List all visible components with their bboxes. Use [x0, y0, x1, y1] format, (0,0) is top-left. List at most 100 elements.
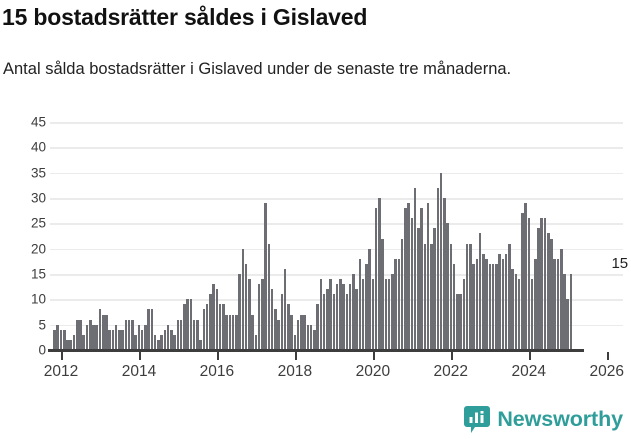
chart-bar [218, 304, 222, 350]
chart-bar [238, 274, 241, 350]
chart-bar [251, 314, 254, 350]
chart-bar [537, 228, 540, 350]
chart-bar [443, 198, 446, 350]
chart-bar [517, 279, 521, 350]
chart-bar [566, 299, 569, 350]
chart-bar [348, 284, 352, 350]
chart-bar [469, 243, 472, 350]
gridline [50, 198, 623, 200]
chart-bar [75, 319, 79, 350]
gridline [50, 172, 623, 175]
y-axis: 45 40 35 30 25 20 15 10 5 0 [0, 115, 46, 360]
x-tick-label: 2022 [433, 363, 469, 380]
chart-bar [436, 187, 440, 350]
chart-bar [378, 198, 381, 350]
chart-bar [166, 324, 170, 350]
chart-bar [413, 187, 417, 350]
chart-bar [205, 304, 209, 350]
chart-bar [59, 329, 63, 350]
chart-bar [189, 299, 193, 350]
chart-bar [524, 203, 527, 350]
y-tick-label: 5 [38, 317, 46, 333]
chart-bar [533, 258, 537, 350]
gridline [50, 147, 623, 149]
chart-bar [72, 334, 76, 350]
y-tick-label: 35 [30, 165, 46, 181]
chart-bar [530, 279, 534, 350]
chart-bar [150, 309, 154, 350]
chart-bar [92, 324, 95, 350]
chart-bar [485, 258, 488, 350]
chart-bar [478, 233, 482, 350]
chart-bar [361, 279, 365, 350]
chart-bar [157, 339, 160, 350]
chart-bar [381, 238, 384, 350]
chart-bar [160, 334, 163, 350]
chart-bar [95, 324, 98, 350]
chart-bar [309, 324, 313, 350]
x-tick-mark [528, 352, 531, 360]
x-tick-label: 2018 [277, 363, 313, 380]
chart-bar [306, 324, 310, 350]
chart-bar [244, 263, 248, 350]
chart-bar [335, 284, 339, 350]
chart-bar [241, 248, 245, 350]
chart-bar [358, 258, 362, 350]
chart-bar [53, 329, 56, 350]
chart-bar [209, 294, 212, 350]
chart-bar [387, 279, 391, 350]
chart-bar [459, 294, 462, 350]
chart-bar [420, 208, 423, 350]
chart-bar [472, 263, 475, 350]
chart-bar [170, 329, 173, 350]
chart-bar [134, 334, 137, 350]
y-tick-label: 0 [38, 342, 46, 358]
chart-bar [108, 329, 111, 350]
chart-bar [569, 274, 573, 350]
chart-bar [140, 329, 144, 350]
chart-bar [465, 243, 469, 350]
chart-bar [368, 248, 371, 350]
chart-bar [410, 218, 414, 350]
chart-bar [498, 253, 501, 350]
chart-bar [394, 258, 397, 350]
chart-bar [163, 329, 167, 350]
chart-bars [50, 122, 623, 350]
x-tick-label: 2016 [199, 363, 235, 380]
chart-bar [79, 319, 82, 350]
chart-bar [270, 289, 274, 350]
chart-bar [563, 274, 566, 350]
chart-bar [105, 314, 108, 350]
chart-bar [316, 304, 319, 350]
chart-bar [404, 208, 407, 350]
chart-bar [319, 279, 323, 350]
chart-bar [254, 334, 258, 350]
y-tick-label: 40 [30, 139, 46, 155]
chart-bar [332, 294, 336, 350]
chart-bar [508, 243, 511, 350]
chart-bar [491, 263, 495, 350]
chart-bar [261, 279, 264, 350]
bar-chart-bubble-icon [464, 405, 491, 433]
chart-bar [433, 228, 436, 350]
chart-bar [475, 258, 479, 350]
chart-bar [423, 243, 427, 350]
brand-footer: Newsworthy [464, 404, 623, 434]
chart-bar [540, 218, 544, 350]
chart-bar [550, 238, 553, 350]
y-tick-label: 45 [30, 114, 46, 130]
x-tick-label: 2024 [511, 363, 547, 380]
chart-bar [280, 294, 284, 350]
chart-bar [101, 314, 105, 350]
x-tick-mark [138, 352, 141, 360]
chart-bar [313, 329, 316, 350]
chart-bar [326, 289, 329, 350]
chart-bar [228, 314, 232, 350]
chart-bar [527, 218, 531, 350]
x-tick-mark [216, 352, 219, 360]
chart-bar [290, 314, 293, 350]
chart-bar [446, 223, 449, 350]
chart-bar [222, 304, 225, 350]
chart-bar [202, 309, 206, 350]
